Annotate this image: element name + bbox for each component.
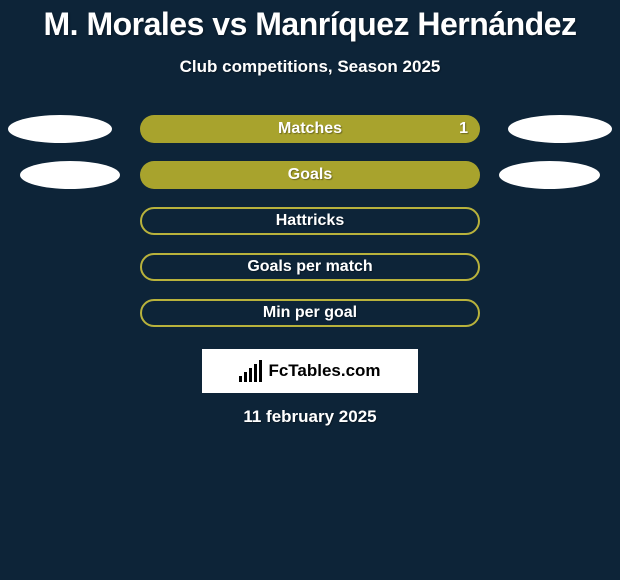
logo-text: FcTables.com: [268, 361, 380, 381]
page-title: M. Morales vs Manríquez Hernández: [0, 0, 620, 43]
stat-label: Goals per match: [142, 258, 478, 276]
stat-label: Matches: [140, 120, 480, 138]
stat-label: Goals: [140, 166, 480, 184]
stat-bar: Goals per match: [140, 253, 480, 281]
site-logo: FcTables.com: [202, 349, 418, 393]
stat-row: Matches1: [0, 115, 620, 143]
stat-row: Hattricks: [0, 207, 620, 235]
subtitle: Club competitions, Season 2025: [0, 57, 620, 77]
stat-label: Hattricks: [142, 212, 478, 230]
right-value-pill: [508, 115, 612, 143]
stat-label: Min per goal: [142, 304, 478, 322]
logo-bars-icon: [239, 360, 262, 382]
stat-bar: Hattricks: [140, 207, 480, 235]
stat-rows: Matches1 Goals Hattricks Goals per match Min…: [0, 115, 620, 327]
stat-bar: Min per goal: [140, 299, 480, 327]
right-value-pill: [499, 161, 600, 189]
stat-row: Min per goal: [0, 299, 620, 327]
stat-bar: Goals: [140, 161, 480, 189]
comparison-card: M. Morales vs Manríquez Hernández Club c…: [0, 0, 620, 580]
stat-bar: Matches1: [140, 115, 480, 143]
stat-row: Goals per match: [0, 253, 620, 281]
left-value-pill: [20, 161, 120, 189]
left-value-pill: [8, 115, 112, 143]
stat-value-right: 1: [459, 120, 468, 138]
stat-row: Goals: [0, 161, 620, 189]
date-label: 11 february 2025: [0, 407, 620, 427]
